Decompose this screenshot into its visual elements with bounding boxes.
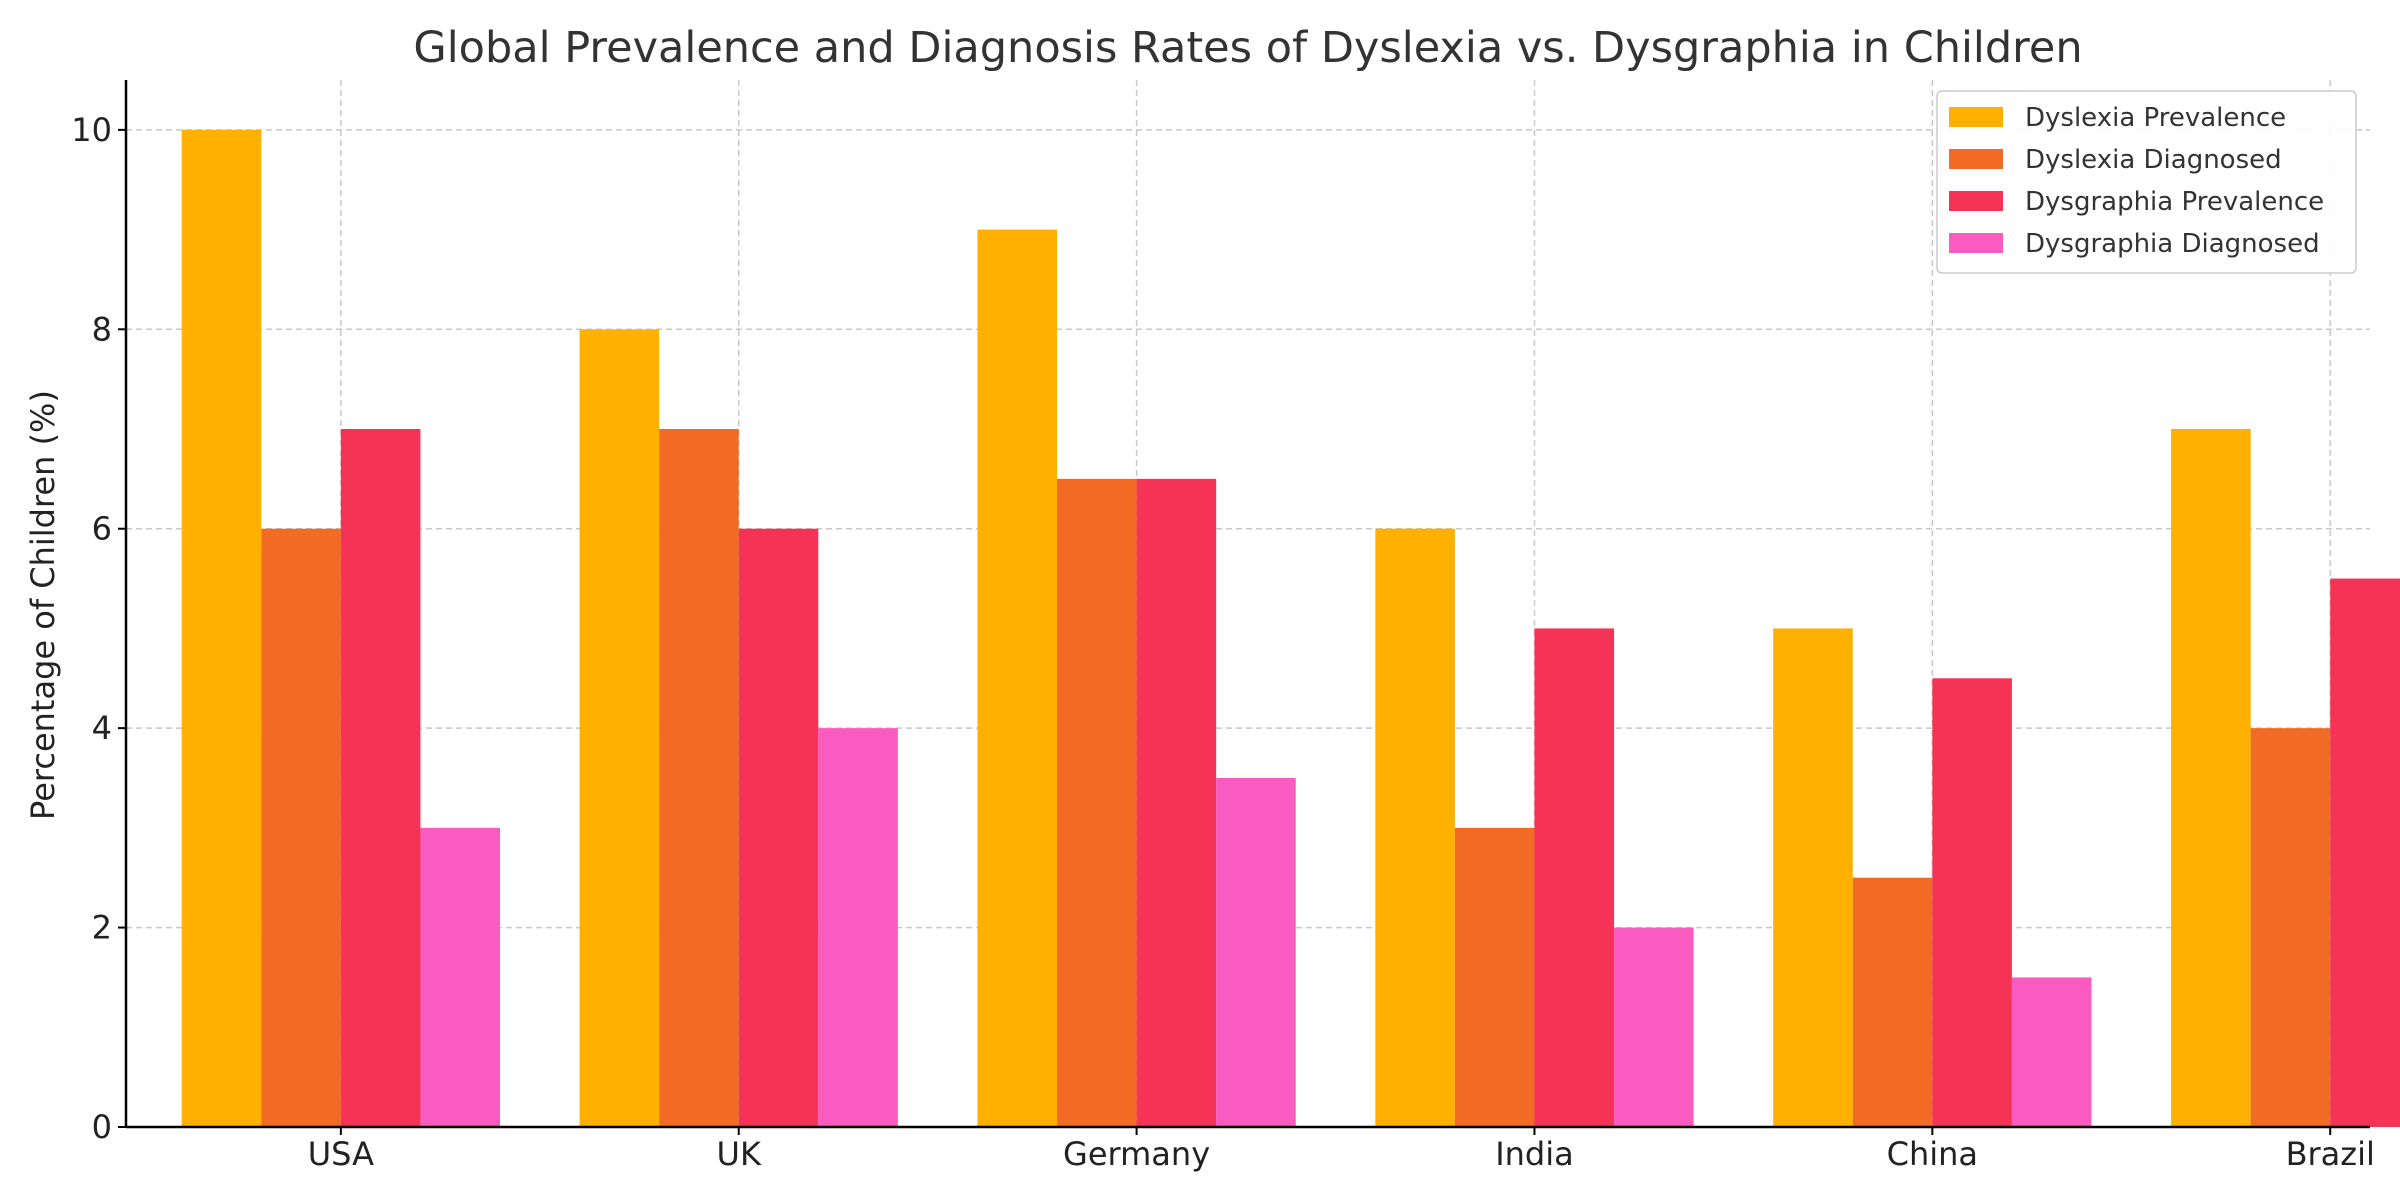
y-tick-label: 8 <box>92 310 112 348</box>
legend-swatch <box>1949 107 2003 127</box>
legend-swatch <box>1949 191 2003 211</box>
y-tick-label: 6 <box>92 510 112 548</box>
legend-label: Dysgraphia Diagnosed <box>2025 229 2320 259</box>
y-tick-label: 4 <box>92 709 112 747</box>
bar-dysgraphia-prevalence-india <box>1534 628 1615 1127</box>
bars <box>181 129 2400 1128</box>
bar-dyslexia-diagnosed-uk <box>659 429 739 1127</box>
bar-dysgraphia-prevalence-germany <box>1136 478 1217 1127</box>
bar-dyslexia-prevalence-brazil <box>2171 429 2251 1127</box>
legend: Dyslexia Prevalence Dyslexia Diagnosed Dys… <box>1936 90 2357 274</box>
bar-dyslexia-prevalence-germany <box>977 229 1058 1128</box>
bar-dysgraphia-diagnosed-india <box>1614 927 1694 1127</box>
chart-title: Global Prevalence and Diagnosis Rates of… <box>413 23 2082 73</box>
bar-dysgraphia-diagnosed-germany <box>1216 778 1296 1127</box>
bar-dyslexia-prevalence-india <box>1375 528 1455 1127</box>
x-tick-label: Brazil <box>2286 1135 2375 1173</box>
y-tick-label: 10 <box>71 111 112 149</box>
bar-dyslexia-diagnosed-germany <box>1057 478 1137 1127</box>
bar-dyslexia-diagnosed-brazil <box>2250 728 2331 1127</box>
legend-label: Dyslexia Prevalence <box>2025 103 2286 133</box>
bar-dyslexia-diagnosed-china <box>1852 877 1933 1127</box>
x-tick-label: UK <box>717 1135 762 1173</box>
bar-dyslexia-diagnosed-india <box>1454 827 1535 1127</box>
bar-dyslexia-prevalence-uk <box>579 329 660 1127</box>
bar-dysgraphia-prevalence-usa <box>340 429 421 1127</box>
bar-dysgraphia-diagnosed-usa <box>420 827 500 1127</box>
legend-box <box>1936 90 2357 274</box>
bar-dyslexia-prevalence-usa <box>181 129 262 1127</box>
bar-dysgraphia-prevalence-uk <box>738 528 819 1127</box>
y-axis-label: Percentage of Children (%) <box>24 390 62 820</box>
x-tick-label: USA <box>308 1135 374 1173</box>
y-tick-label: 2 <box>92 909 112 947</box>
legend-swatch <box>1949 149 2003 169</box>
axes <box>118 80 2370 1135</box>
legend-label: Dyslexia Diagnosed <box>2025 145 2282 175</box>
bar-dyslexia-diagnosed-usa <box>261 528 341 1127</box>
bar-dysgraphia-diagnosed-china <box>2011 977 2092 1127</box>
bar-dysgraphia-prevalence-brazil <box>2330 578 2400 1127</box>
x-tick-label: Germany <box>1063 1135 1210 1173</box>
bar-dyslexia-prevalence-china <box>1773 628 1853 1127</box>
x-tick-label: India <box>1495 1135 1574 1173</box>
legend-label: Dysgraphia Prevalence <box>2025 187 2324 217</box>
bar-dysgraphia-prevalence-china <box>1932 678 2012 1127</box>
y-tick-label: 0 <box>92 1108 112 1146</box>
bar-dysgraphia-diagnosed-uk <box>818 728 898 1127</box>
legend-swatch <box>1949 233 2003 253</box>
x-tick-label: China <box>1887 1135 1978 1173</box>
tick-labels: 0 2 4 6 8 10 USA UK Germany India China Brazil <box>71 111 2375 1173</box>
